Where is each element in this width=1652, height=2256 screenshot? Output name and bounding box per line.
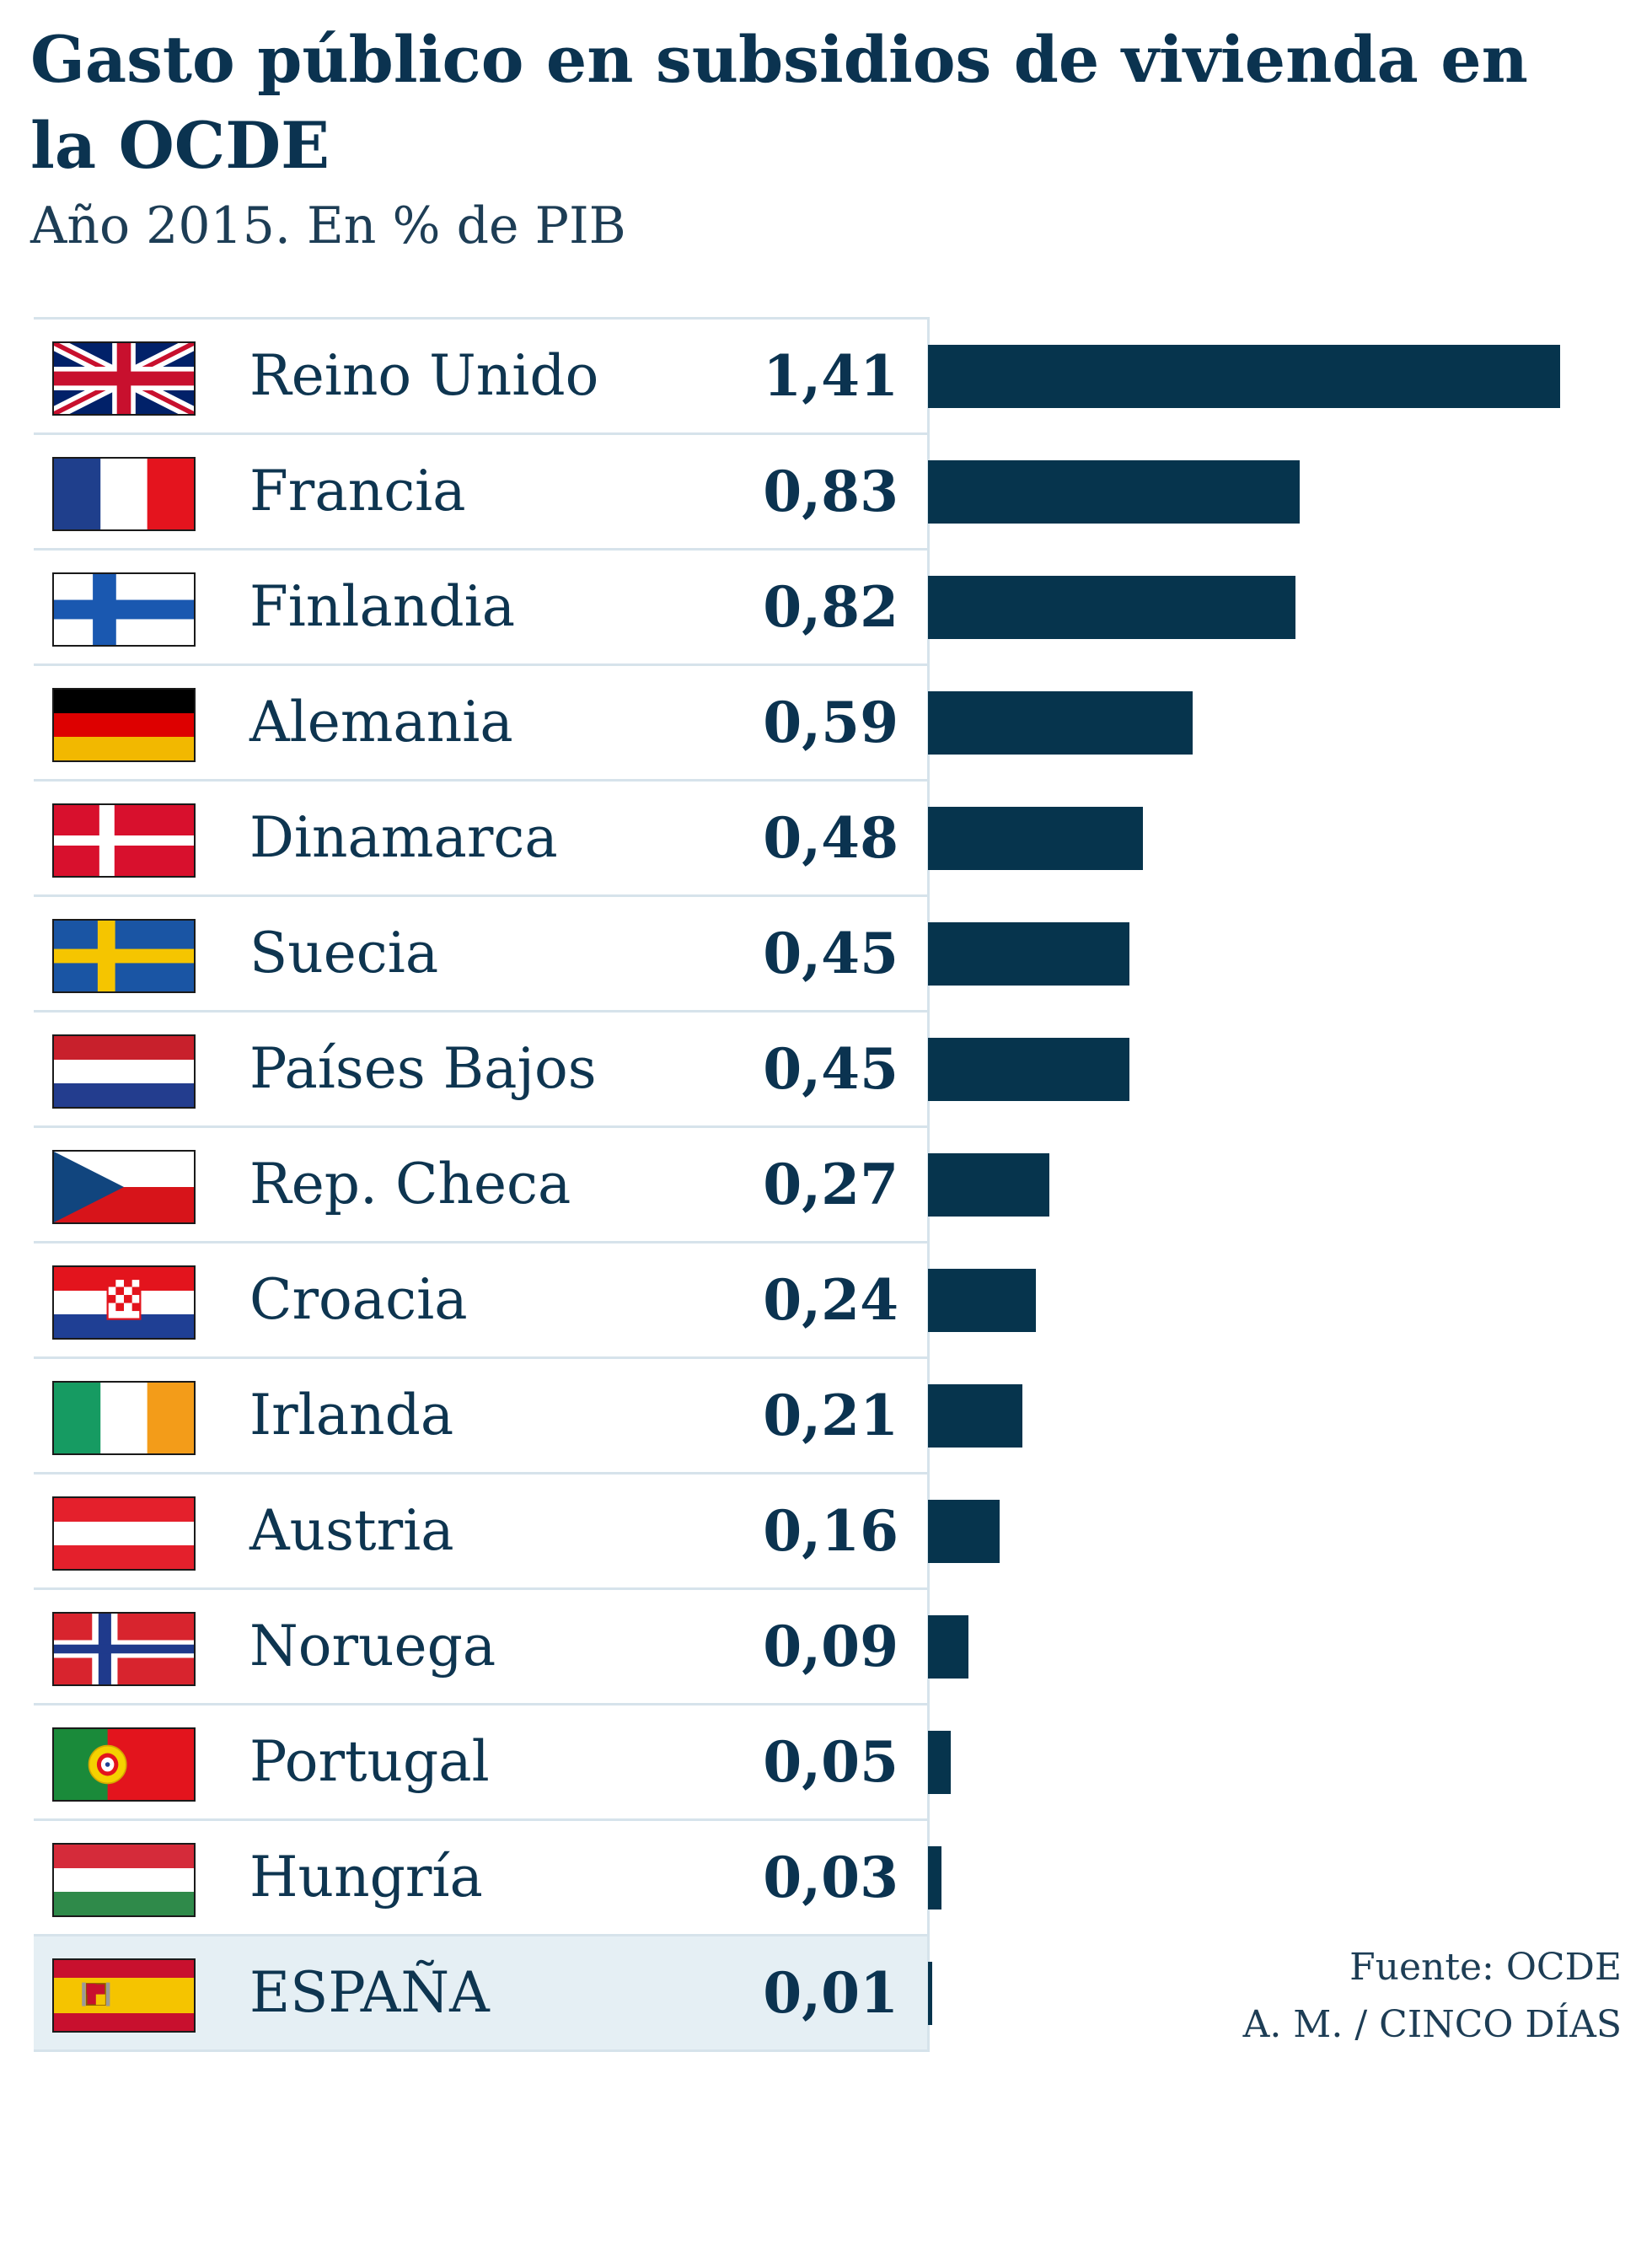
ireland-flag-icon bbox=[52, 1381, 196, 1455]
country-name: Croacia bbox=[249, 1267, 468, 1332]
table-row: Suecia 0,45 bbox=[34, 897, 927, 1013]
table-row: Hungría 0,03 bbox=[34, 1821, 927, 1936]
bar-finlandia bbox=[928, 576, 1295, 639]
value-label: 0,01 bbox=[763, 1960, 898, 2026]
table-row: Dinamarca 0,48 bbox=[34, 782, 927, 897]
czech-flag-icon bbox=[52, 1150, 196, 1224]
country-name: Dinamarca bbox=[249, 805, 558, 870]
value-label: 0,82 bbox=[763, 574, 898, 640]
bar-croacia bbox=[928, 1269, 1036, 1332]
bar-austria bbox=[928, 1500, 1000, 1563]
source-label: Fuente: OCDE bbox=[1349, 1946, 1622, 1989]
table-row: Rep. Checa 0,27 bbox=[34, 1128, 927, 1243]
table-row: Portugal 0,05 bbox=[34, 1705, 927, 1821]
country-name: Portugal bbox=[249, 1729, 490, 1794]
austria-flag-icon bbox=[52, 1496, 196, 1571]
country-name: ESPAÑA bbox=[249, 1960, 490, 2025]
croatia-flag-icon bbox=[52, 1265, 196, 1340]
country-name: Hungría bbox=[249, 1845, 483, 1910]
country-name: Noruega bbox=[249, 1614, 496, 1679]
table-row: Irlanda 0,21 bbox=[34, 1359, 927, 1474]
france-flag-icon bbox=[52, 457, 196, 531]
uk-flag-icon bbox=[52, 341, 196, 416]
hungary-flag-icon bbox=[52, 1843, 196, 1917]
sweden-flag-icon bbox=[52, 919, 196, 993]
country-name: Países Bajos bbox=[249, 1036, 597, 1101]
denmark-flag-icon bbox=[52, 803, 196, 878]
portugal-flag-icon bbox=[52, 1727, 196, 1802]
value-label: 0,27 bbox=[763, 1152, 898, 1217]
country-name: Suecia bbox=[249, 921, 439, 986]
table-row: Países Bajos 0,45 bbox=[34, 1013, 927, 1128]
table-row-highlight: ESPAÑA 0,01 bbox=[34, 1936, 927, 2052]
value-label: 0,05 bbox=[763, 1729, 898, 1795]
bar-rep-checa bbox=[928, 1153, 1049, 1217]
bar-países-bajos bbox=[928, 1038, 1129, 1101]
bar-reino-unido bbox=[928, 345, 1560, 408]
bar-alemania bbox=[928, 691, 1193, 755]
chart-title: Gasto público en subsidios de vivienda e… bbox=[30, 22, 1528, 183]
value-label: 0,09 bbox=[763, 1614, 898, 1679]
value-label: 1,41 bbox=[763, 343, 898, 409]
spain-flag-icon bbox=[52, 1958, 196, 2033]
value-label: 0,21 bbox=[763, 1383, 898, 1448]
value-label: 0,16 bbox=[763, 1498, 898, 1564]
netherlands-flag-icon bbox=[52, 1034, 196, 1109]
finland-flag-icon bbox=[52, 572, 196, 647]
bar-portugal bbox=[928, 1731, 951, 1794]
germany-flag-icon bbox=[52, 688, 196, 762]
credit-label: A. M. / CINCO DÍAS bbox=[1242, 2003, 1622, 2046]
country-name: Rep. Checa bbox=[249, 1152, 571, 1217]
value-label: 0,03 bbox=[763, 1845, 898, 1910]
bar-noruega bbox=[928, 1615, 968, 1679]
table-row: Alemania 0,59 bbox=[34, 666, 927, 782]
country-name: Alemania bbox=[249, 690, 513, 755]
value-label: 0,45 bbox=[763, 921, 898, 986]
source-block: Fuente: OCDE A. M. / CINCO DÍAS bbox=[1243, 1939, 1622, 2054]
country-name: Austria bbox=[249, 1498, 454, 1563]
table-row: Croacia 0,24 bbox=[34, 1243, 927, 1359]
bar-area bbox=[928, 317, 1619, 2256]
norway-flag-icon bbox=[52, 1612, 196, 1686]
value-label: 0,59 bbox=[763, 690, 898, 755]
table-row: Francia 0,83 bbox=[34, 435, 927, 551]
country-name: Francia bbox=[249, 459, 466, 524]
value-label: 0,83 bbox=[763, 459, 898, 524]
table-row: Reino Unido 1,41 bbox=[34, 320, 927, 435]
country-name: Finlandia bbox=[249, 574, 516, 639]
bar-irlanda bbox=[928, 1384, 1022, 1448]
bar-francia bbox=[928, 460, 1300, 524]
table-row: Finlandia 0,82 bbox=[34, 551, 927, 666]
value-label: 0,24 bbox=[763, 1267, 898, 1333]
bar-hungría bbox=[928, 1846, 941, 1910]
country-name: Irlanda bbox=[249, 1383, 454, 1448]
bar-españa bbox=[928, 1962, 932, 2025]
bar-suecia bbox=[928, 922, 1129, 986]
bar-dinamarca bbox=[928, 807, 1143, 870]
chart-subtitle: Año 2015. En % de PIB bbox=[30, 196, 626, 255]
table-row: Austria 0,16 bbox=[34, 1474, 927, 1590]
country-name: Reino Unido bbox=[249, 343, 599, 408]
value-label: 0,45 bbox=[763, 1036, 898, 1102]
table-row: Noruega 0,09 bbox=[34, 1590, 927, 1705]
value-label: 0,48 bbox=[763, 805, 898, 871]
country-table: Reino Unido 1,41 Francia 0,83 Finlandia … bbox=[34, 317, 930, 2052]
